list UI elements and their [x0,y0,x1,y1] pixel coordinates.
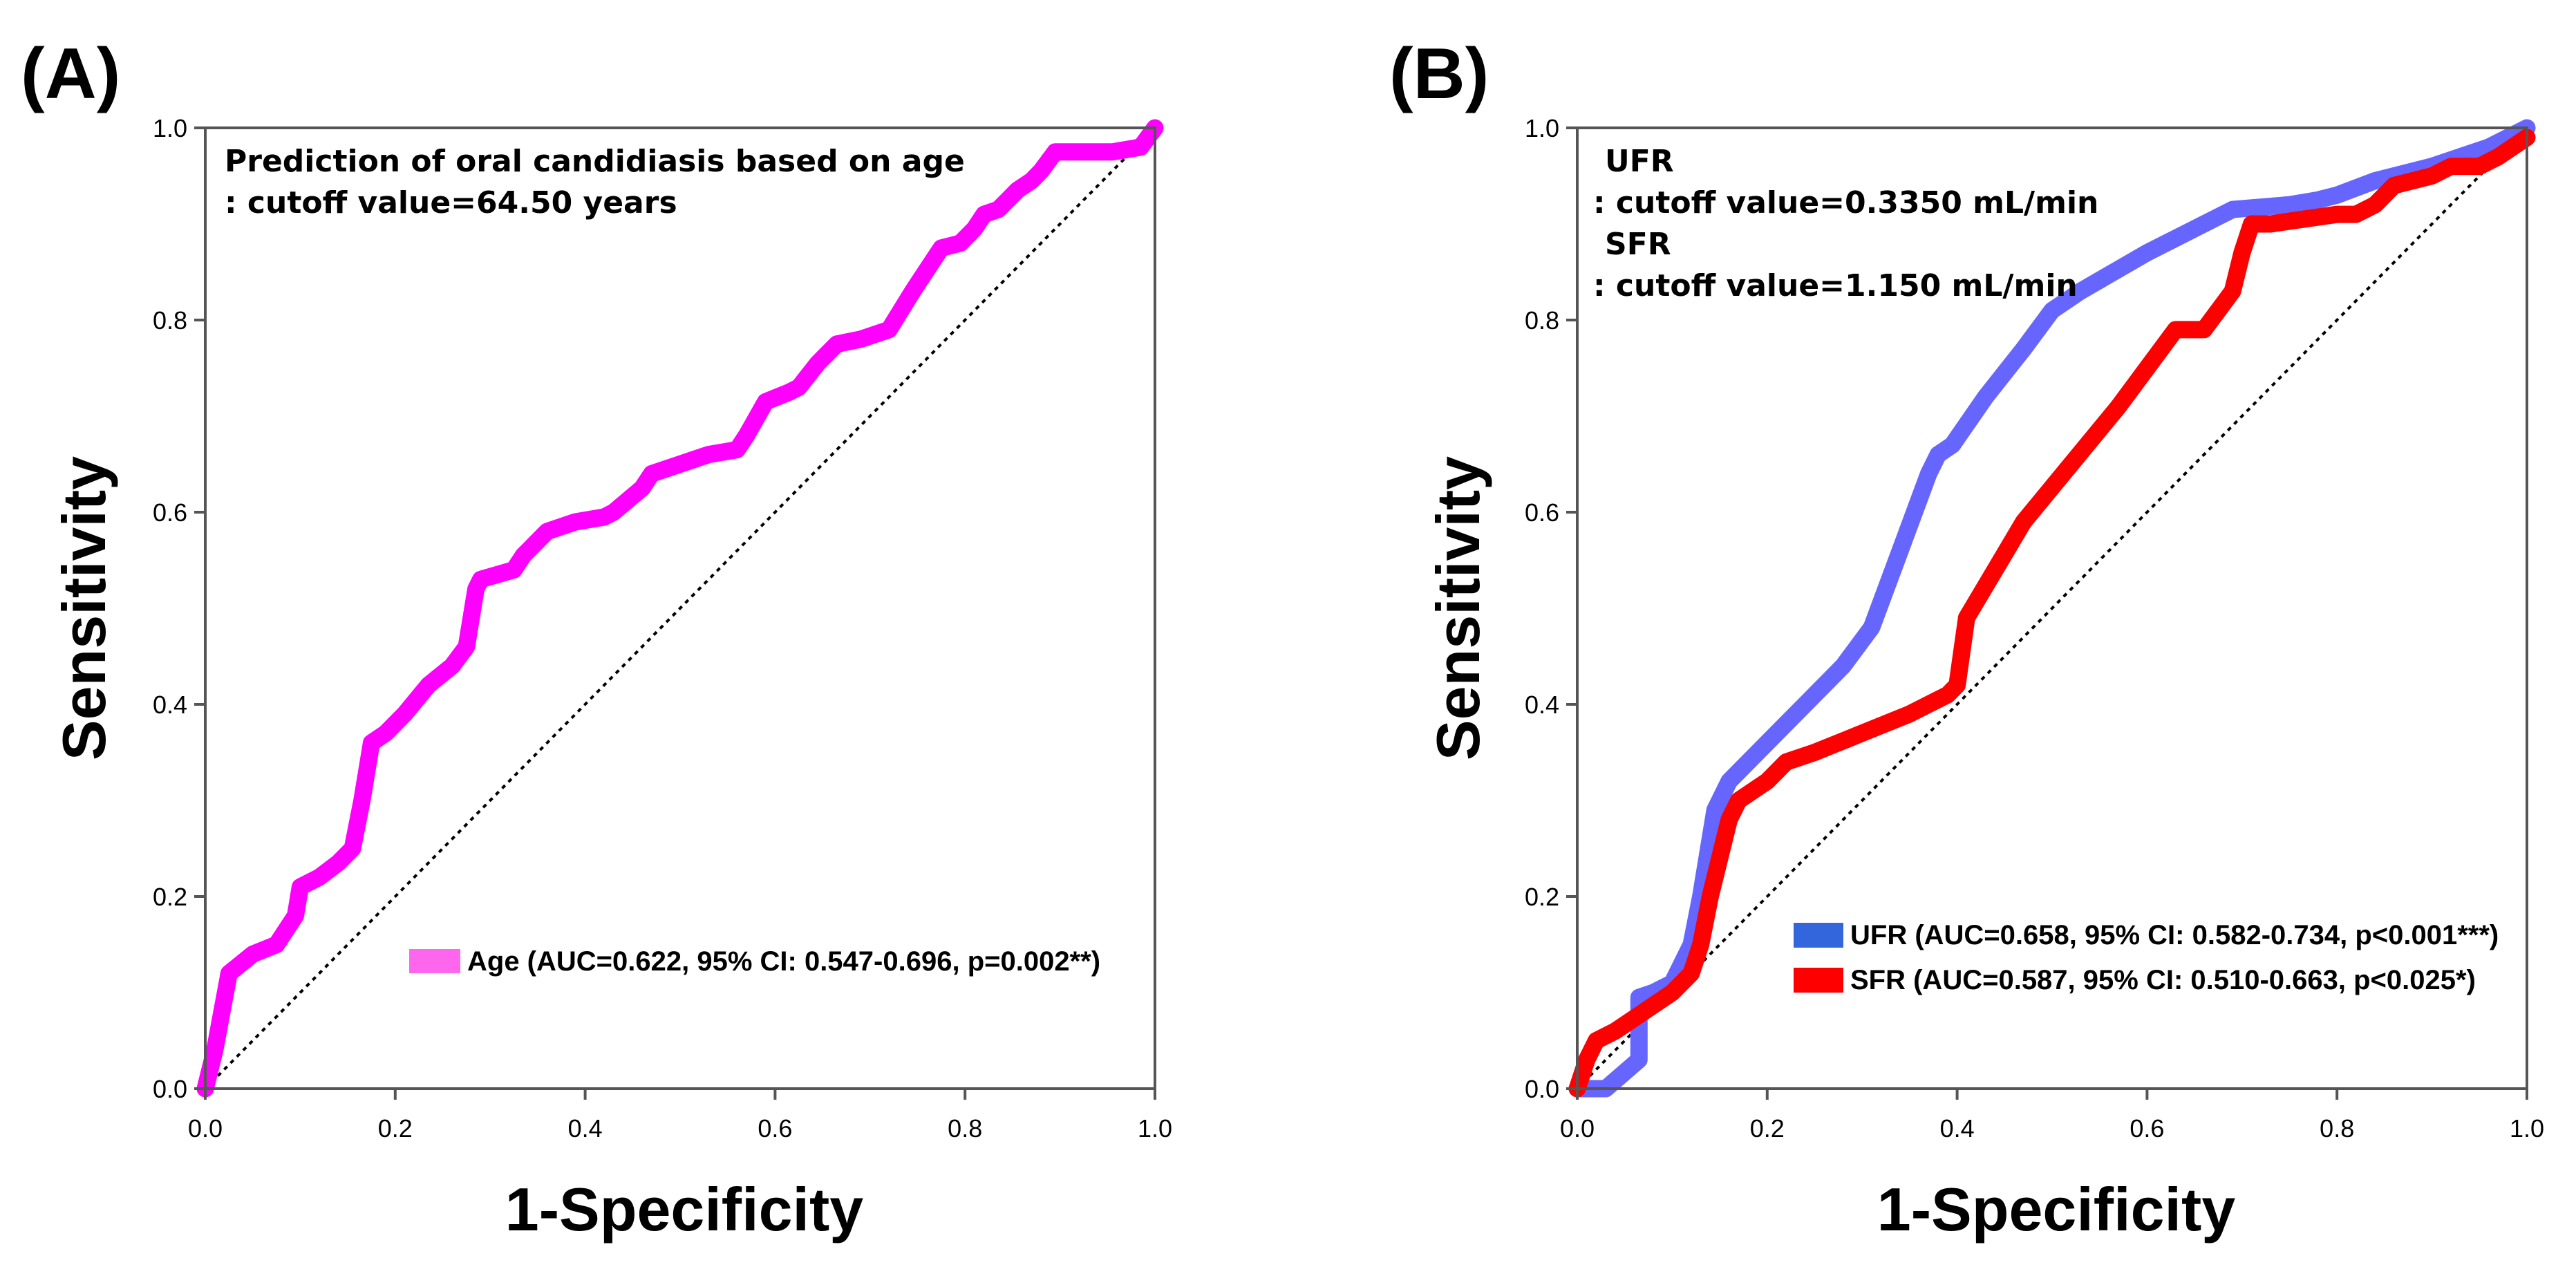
panel-b-y-tick-label: 1.0 [1525,114,1559,142]
panel-a-y-tick-label: 0.6 [153,498,187,527]
panel-b-x-tick-label: 0.0 [1560,1114,1595,1143]
panel-a-annotation-line-1: Prediction of oral candidiasis based on … [225,144,965,179]
panel-b-x-tick-label: 0.2 [1750,1114,1785,1143]
legend-label-ufr: UFR (AUC=0.658, 95% CI: 0.582-0.734, p<0… [1850,920,2499,950]
panel-a-y-tick-label: 0.8 [153,306,187,335]
panel-b-annotation-line-2: : cutoff value=0.3350 mL/min [1593,185,2098,220]
panel-b-y-tick-label: 0.0 [1525,1075,1559,1103]
panel-b-plot-frame [1576,126,2528,1090]
panel-b-y-tick-label: 0.2 [1525,883,1559,911]
panel-b-plot-area: 0.0 0.2 0.4 0.6 0.8 1.0 0.0 0.2 0.4 0.6 0.8 1.0 [1525,114,2544,1143]
panel-b-series-1-curve [1568,129,2536,1098]
legend-label-age: Age (AUC=0.622, 95% CI: 0.547-0.696, p=0… [467,946,1100,977]
panel-b-y-tick-label: 0.6 [1525,498,1559,527]
panel-a-plot-area: 0.0 0.2 0.4 0.6 0.8 1.0 0.0 0.2 0.4 0.6 0.8 1.0 [153,114,1172,1143]
legend-label-sfr: SFR (AUC=0.587, 95% CI: 0.510-0.663, p<0… [1850,965,2476,995]
legend-swatch-ufr [1794,923,1843,948]
panel-b-annotation-line-1: UFR [1605,144,1674,179]
panel-a-plot-frame [204,126,1156,1090]
panel-a-y-tick-label: 0.4 [153,691,187,719]
panel-b-x-tick-label: 1.0 [2510,1114,2544,1143]
panel-a-x-tick-label: 0.2 [378,1114,413,1143]
panel-a-label: (A) [21,34,120,114]
panel-b-x-tick-label: 0.6 [2130,1114,2164,1143]
panel-a-x-tick-label: 0.0 [188,1114,223,1143]
panel-b-label: (B) [1389,34,1489,114]
panel-a-x-axis-title: 1-Specificity [505,1175,863,1243]
panel-a-y-tick-label: 0.2 [153,883,187,911]
legend-swatch-sfr [1794,968,1843,993]
panel-a-annotation-line-2: : cutoff value=64.50 years [225,185,677,220]
panel-a-y-tick-label: 0.0 [153,1075,187,1103]
panel-a-x-tick-label: 1.0 [1138,1114,1172,1143]
panel-b-y-tick-label: 0.8 [1525,306,1559,335]
panel-a-x-tick-label: 0.6 [758,1114,792,1143]
panel-a: (A) 0.0 0.2 0.4 0.6 0.8 1.0 0.0 0.2 0.4 0.6 0.8 1.0… [21,34,1172,1243]
panel-b-y-tick-label: 0.4 [1525,691,1559,719]
panel-b-annotation-line-4: : cutoff value=1.150 mL/min [1593,268,2078,303]
panel-b-annotation-line-3: SFR [1605,227,1671,262]
panel-b-y-axis-title: Sensitivity [1424,456,1492,760]
panel-b: (B) 0.0 0.2 0.4 0.6 0.8 1.0 0.0 0.2 0.4 0.6 0.8 1.0… [1389,34,2544,1243]
panel-a-series-0-curve [196,119,1164,1098]
panel-a-x-tick-label: 0.4 [568,1114,603,1143]
panel-a-y-axis-title: Sensitivity [50,456,118,760]
panel-a-reference-line [204,126,1156,1090]
panel-b-reference-line [1576,126,2528,1090]
panel-a-y-tick-label: 1.0 [153,114,187,142]
legend-swatch-age [409,949,460,973]
panel-b-x-axis-title: 1-Specificity [1877,1175,2235,1243]
panel-b-x-tick-label: 0.8 [2320,1114,2354,1143]
panel-a-x-tick-label: 0.8 [948,1114,982,1143]
panel-b-x-tick-label: 0.4 [1940,1114,1975,1143]
